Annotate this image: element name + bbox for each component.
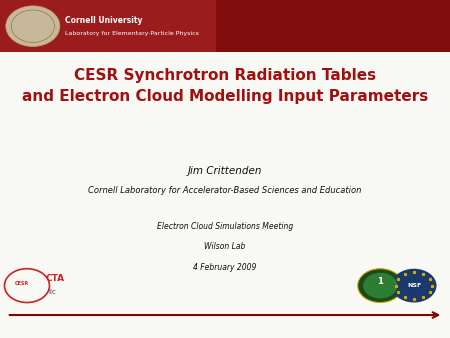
Circle shape bbox=[392, 269, 436, 303]
Text: CESR: CESR bbox=[14, 282, 29, 286]
Text: Cornell University: Cornell University bbox=[65, 16, 143, 25]
Bar bbox=[0, 0, 450, 52]
Text: 1: 1 bbox=[377, 277, 383, 286]
Bar bbox=[216, 0, 450, 52]
Text: 4 February 2009: 4 February 2009 bbox=[194, 263, 256, 271]
Text: Wilson Lab: Wilson Lab bbox=[204, 242, 246, 251]
Text: Cornell Laboratory for Accelerator-Based Sciences and Education: Cornell Laboratory for Accelerator-Based… bbox=[88, 187, 362, 195]
Text: ilc: ilc bbox=[48, 289, 56, 295]
Text: Jim Crittenden: Jim Crittenden bbox=[188, 166, 262, 176]
Text: Laboratory for Elementary-Particle Physics: Laboratory for Elementary-Particle Physi… bbox=[65, 31, 199, 37]
Text: CTA: CTA bbox=[45, 274, 64, 283]
Circle shape bbox=[363, 273, 397, 298]
Text: Electron Cloud Simulations Meeting: Electron Cloud Simulations Meeting bbox=[157, 222, 293, 231]
Text: NSF: NSF bbox=[407, 283, 421, 288]
Text: CESR Synchrotron Radiation Tables
and Electron Cloud Modelling Input Parameters: CESR Synchrotron Radiation Tables and El… bbox=[22, 68, 428, 104]
Circle shape bbox=[6, 6, 60, 46]
Circle shape bbox=[358, 269, 403, 303]
